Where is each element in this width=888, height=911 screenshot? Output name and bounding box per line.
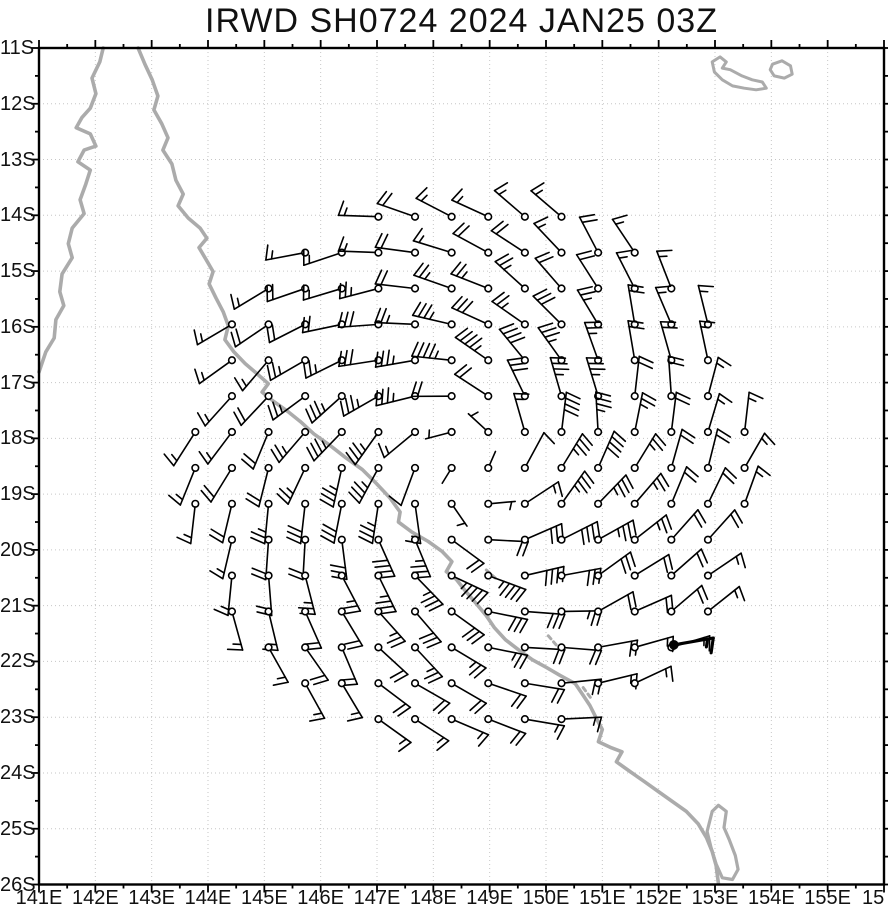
y-axis-label-23S: 23S: [0, 706, 36, 729]
x-axis-label-145E: 145E: [240, 887, 288, 909]
x-axis-label-151E: 151E: [578, 887, 626, 909]
y-axis-label-26S: 26S: [0, 873, 36, 896]
x-axis-label-155E: 155E: [804, 887, 852, 909]
y-axis-label-12S: 12S: [0, 92, 36, 115]
y-axis-label-11S: 11S: [0, 37, 35, 59]
x-axis-label-144E: 144E: [184, 887, 232, 909]
x-axis-label-147E: 147E: [353, 887, 401, 909]
y-axis-label-14S: 14S: [0, 204, 36, 227]
x-axis-label-156E-truncated: 15: [862, 887, 885, 909]
x-axis-label-152E: 152E: [635, 887, 683, 909]
wind-barbs: [163, 182, 776, 753]
y-axis-label-22S: 22S: [0, 650, 36, 673]
graticule-gridlines: [39, 48, 884, 885]
y-axis-label-15S: 15S: [0, 260, 36, 283]
y-axis-label-20S: 20S: [0, 538, 36, 561]
x-axis-label-154E: 154E: [747, 887, 795, 909]
plot-title: IRWD SH0724 2024 JAN25 03Z: [205, 2, 718, 40]
y-axis-label-19S: 19S: [0, 483, 36, 506]
plot-frame-and-ticks: [31, 40, 888, 893]
y-axis-label-17S: 17S: [0, 371, 36, 394]
x-axis-label-153E: 153E: [691, 887, 739, 909]
y-axis-label-13S: 13S: [0, 148, 36, 171]
x-axis-label-146E: 146E: [297, 887, 345, 909]
x-axis-label-150E: 150E: [522, 887, 570, 909]
y-axis-label-21S: 21S: [0, 594, 36, 617]
x-axis-label-141E: 141E: [15, 887, 63, 909]
y-axis-label-24S: 24S: [0, 761, 36, 784]
y-axis-label-18S: 18S: [0, 427, 36, 450]
y-axis-label-16S: 16S: [0, 315, 36, 338]
y-axis-label-25S: 25S: [0, 817, 36, 840]
x-axis-label-149E: 149E: [466, 887, 514, 909]
x-axis-label-143E: 143E: [128, 887, 176, 909]
x-axis-label-142E: 142E: [71, 887, 119, 909]
x-axis-label-148E: 148E: [409, 887, 457, 909]
